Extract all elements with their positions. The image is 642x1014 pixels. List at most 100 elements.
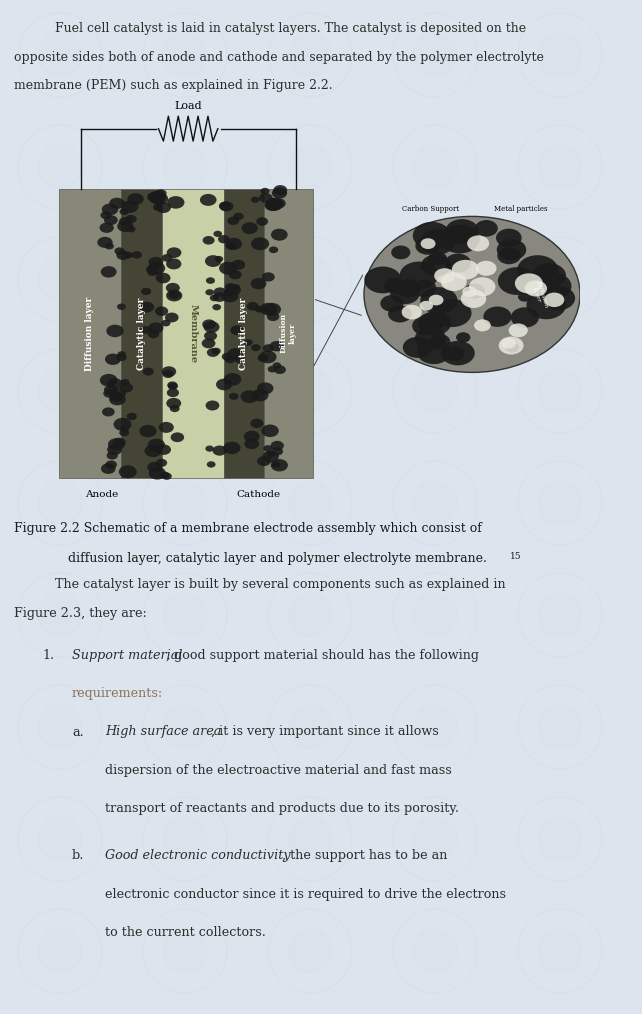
- Circle shape: [121, 379, 130, 385]
- Text: Anode: Anode: [85, 490, 119, 499]
- Circle shape: [415, 328, 446, 350]
- Circle shape: [263, 451, 279, 462]
- Text: , good support material should has the following: , good support material should has the f…: [166, 649, 479, 662]
- Circle shape: [213, 292, 226, 302]
- Circle shape: [518, 292, 531, 301]
- Circle shape: [127, 226, 135, 232]
- Circle shape: [418, 311, 451, 336]
- Circle shape: [148, 331, 159, 339]
- Circle shape: [538, 481, 582, 525]
- Circle shape: [412, 280, 437, 297]
- Circle shape: [148, 322, 164, 334]
- Circle shape: [117, 351, 126, 358]
- Circle shape: [100, 374, 117, 386]
- Circle shape: [202, 319, 216, 330]
- Bar: [162, 189, 223, 478]
- Circle shape: [112, 388, 126, 399]
- Circle shape: [109, 393, 126, 406]
- Circle shape: [272, 461, 281, 467]
- Circle shape: [165, 312, 178, 322]
- Circle shape: [288, 369, 332, 413]
- Text: Figure 2.3, they are:: Figure 2.3, they are:: [14, 607, 147, 621]
- Text: The catalyst layer is built by several components such as explained in: The catalyst layer is built by several c…: [55, 578, 506, 591]
- Circle shape: [220, 201, 234, 212]
- Circle shape: [148, 257, 163, 268]
- Circle shape: [171, 432, 184, 442]
- Text: 15: 15: [510, 552, 521, 561]
- Circle shape: [166, 259, 181, 270]
- Circle shape: [38, 593, 82, 637]
- Circle shape: [150, 193, 168, 205]
- Circle shape: [105, 460, 117, 468]
- Circle shape: [163, 929, 207, 973]
- Circle shape: [124, 251, 133, 259]
- Circle shape: [511, 307, 539, 328]
- Circle shape: [98, 237, 112, 247]
- Circle shape: [534, 273, 571, 300]
- Circle shape: [105, 354, 121, 365]
- Circle shape: [424, 311, 446, 328]
- Circle shape: [247, 302, 259, 310]
- Circle shape: [202, 339, 216, 348]
- Circle shape: [200, 194, 216, 206]
- Circle shape: [119, 208, 129, 215]
- Circle shape: [413, 145, 457, 189]
- Circle shape: [420, 313, 437, 325]
- Circle shape: [380, 295, 404, 311]
- Circle shape: [413, 593, 457, 637]
- Circle shape: [433, 299, 471, 328]
- Circle shape: [108, 438, 125, 450]
- Bar: [59, 189, 121, 478]
- Circle shape: [219, 262, 237, 275]
- Circle shape: [38, 145, 82, 189]
- Circle shape: [245, 438, 259, 449]
- Circle shape: [412, 316, 439, 336]
- Circle shape: [225, 241, 237, 249]
- Circle shape: [148, 191, 166, 204]
- Circle shape: [428, 251, 447, 266]
- Circle shape: [402, 305, 422, 319]
- Circle shape: [119, 465, 137, 479]
- Text: electronic conductor since it is required to drive the electrons: electronic conductor since it is require…: [105, 887, 506, 900]
- Circle shape: [441, 341, 474, 365]
- Circle shape: [205, 401, 220, 411]
- Circle shape: [107, 378, 123, 389]
- Circle shape: [272, 188, 287, 199]
- Circle shape: [213, 304, 221, 310]
- Circle shape: [223, 442, 241, 454]
- Circle shape: [395, 279, 421, 297]
- Circle shape: [169, 291, 180, 299]
- Circle shape: [288, 145, 332, 189]
- Circle shape: [163, 369, 207, 413]
- Circle shape: [267, 312, 279, 321]
- Text: Load: Load: [175, 101, 202, 112]
- Circle shape: [121, 201, 139, 213]
- Circle shape: [498, 247, 521, 265]
- Circle shape: [117, 303, 126, 310]
- Circle shape: [156, 190, 166, 197]
- Circle shape: [498, 267, 536, 295]
- Text: Support material: Support material: [72, 649, 182, 662]
- Text: diffusion layer, catalytic layer and polymer electrolyte membrane.: diffusion layer, catalytic layer and pol…: [68, 552, 487, 565]
- Circle shape: [420, 262, 434, 272]
- Circle shape: [538, 33, 582, 77]
- Text: Diffusion
layer: Diffusion layer: [530, 279, 548, 309]
- Circle shape: [271, 441, 284, 450]
- Circle shape: [272, 447, 283, 455]
- Circle shape: [162, 370, 174, 378]
- Circle shape: [203, 236, 214, 244]
- Circle shape: [143, 368, 154, 375]
- Circle shape: [415, 236, 440, 255]
- Circle shape: [399, 262, 438, 289]
- Circle shape: [508, 323, 528, 338]
- Circle shape: [166, 397, 181, 409]
- Circle shape: [268, 366, 277, 372]
- Circle shape: [259, 351, 277, 363]
- Circle shape: [125, 215, 137, 223]
- Text: Catalytic layer: Catalytic layer: [239, 297, 248, 369]
- Circle shape: [288, 817, 332, 861]
- Circle shape: [107, 324, 124, 338]
- Circle shape: [214, 287, 227, 297]
- Circle shape: [244, 431, 259, 442]
- Circle shape: [452, 260, 479, 280]
